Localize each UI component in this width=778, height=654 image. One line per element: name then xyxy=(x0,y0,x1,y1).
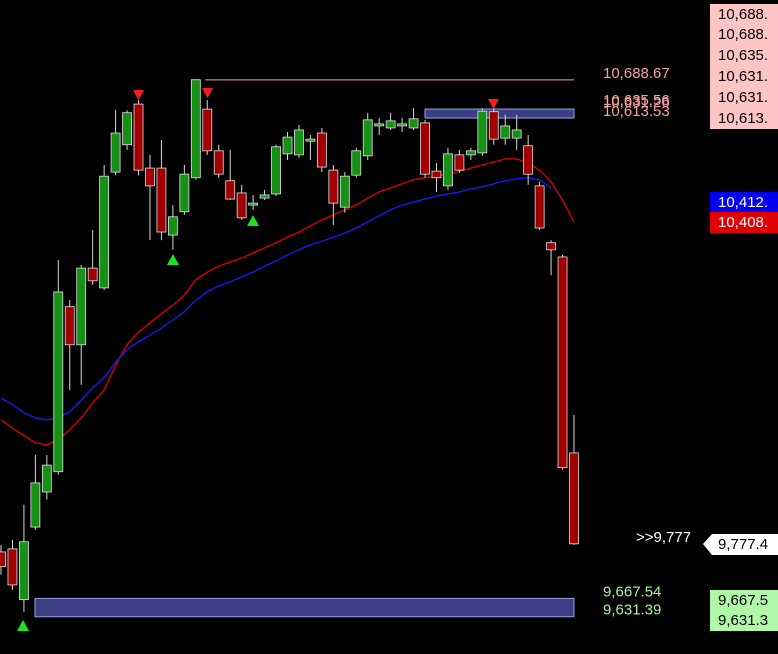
candle-body xyxy=(534,185,545,229)
candle-body xyxy=(454,154,465,171)
candle-body xyxy=(523,145,534,175)
candle-body xyxy=(282,136,293,155)
level-label: 10,635.56 xyxy=(603,92,670,109)
axis-label-box xyxy=(710,4,778,25)
sell-signal xyxy=(202,88,213,98)
candle-body xyxy=(271,146,281,195)
buy-signal xyxy=(167,254,179,265)
candle-body xyxy=(500,125,511,139)
candle-body xyxy=(557,256,568,469)
signals xyxy=(17,88,499,631)
candle-body xyxy=(477,110,488,154)
level-label: 9,631.39 xyxy=(603,602,661,619)
candle-body xyxy=(76,267,87,346)
candle-body xyxy=(316,132,327,168)
candle-body xyxy=(351,150,362,176)
axis-label-box xyxy=(710,108,778,129)
candle-body xyxy=(99,175,110,289)
axis-label-box xyxy=(710,590,778,611)
moving-average xyxy=(0,177,552,421)
candle-body xyxy=(259,194,270,199)
moving-average xyxy=(0,158,575,446)
candle-body xyxy=(294,129,304,156)
axis-label-box xyxy=(710,24,778,45)
axis-label: 10,688. xyxy=(718,26,768,43)
candle-body xyxy=(248,202,259,206)
candle-body xyxy=(110,132,121,173)
candle-body xyxy=(431,170,442,179)
sell-signal xyxy=(488,99,499,109)
candle-body xyxy=(546,242,556,251)
candle-body xyxy=(7,548,18,586)
candle-body xyxy=(328,169,339,204)
candle-body xyxy=(53,291,64,473)
candle-body xyxy=(236,192,247,219)
axis-label-box xyxy=(710,66,778,87)
candle-body xyxy=(569,452,579,545)
candle-body xyxy=(397,123,408,127)
candle-body xyxy=(179,173,190,213)
candle-body xyxy=(190,79,201,179)
axis-label-box xyxy=(710,45,778,66)
level-label: 9,667.54 xyxy=(603,583,661,600)
candle-body xyxy=(213,150,224,175)
candle-body xyxy=(87,267,98,282)
candle-body xyxy=(30,482,41,528)
candle-body xyxy=(225,180,236,200)
axis-label: 9,777.4 xyxy=(718,536,768,553)
axis-label-box xyxy=(710,192,778,213)
candle-body xyxy=(133,103,144,171)
axis-label-box xyxy=(710,87,778,108)
candle-body xyxy=(374,123,385,127)
candle-body xyxy=(443,153,453,187)
price-pointer xyxy=(703,534,778,555)
candle-body xyxy=(145,167,155,187)
candle-body xyxy=(385,120,396,129)
candle-body xyxy=(339,175,350,208)
candle-body xyxy=(19,541,29,601)
level-label: 10,613.53 xyxy=(603,103,670,120)
candle-body xyxy=(420,122,430,175)
axis-label: 10,408. xyxy=(718,214,768,231)
axis-label: 9,631.3 xyxy=(718,612,768,629)
candle-body xyxy=(408,118,419,129)
candle-body xyxy=(122,112,132,146)
buy-signal xyxy=(17,620,29,631)
candle-body xyxy=(511,129,522,139)
level-label: 10,688.67 xyxy=(603,65,670,82)
candle-body xyxy=(64,306,75,346)
candle-body xyxy=(362,119,373,157)
axis-label: 10,631. xyxy=(718,89,768,106)
axis-label: 9,667.5 xyxy=(718,592,768,609)
zone xyxy=(34,597,575,618)
candle-body xyxy=(202,108,213,152)
axis-label: 10,688. xyxy=(718,6,768,23)
sell-signal xyxy=(133,90,144,100)
axis-label: 10,412. xyxy=(718,194,768,211)
buy-signal xyxy=(247,215,259,226)
candle-body xyxy=(41,464,52,493)
candle-body xyxy=(156,167,167,233)
axis-label: 10,631. xyxy=(718,68,768,85)
axis-label-box xyxy=(710,610,778,631)
candle-body xyxy=(488,111,499,140)
candle-body xyxy=(465,150,476,156)
level-label: 10,631.26 xyxy=(603,94,670,111)
candle-body xyxy=(305,138,316,142)
axis-label: 10,635. xyxy=(718,47,768,64)
candle-body xyxy=(0,551,6,568)
last-price-label: >>9,777 xyxy=(636,529,691,546)
axis-label-box xyxy=(710,212,778,233)
axis-label: 10,613. xyxy=(718,110,768,127)
candle-body xyxy=(167,216,178,236)
zone xyxy=(424,108,575,119)
